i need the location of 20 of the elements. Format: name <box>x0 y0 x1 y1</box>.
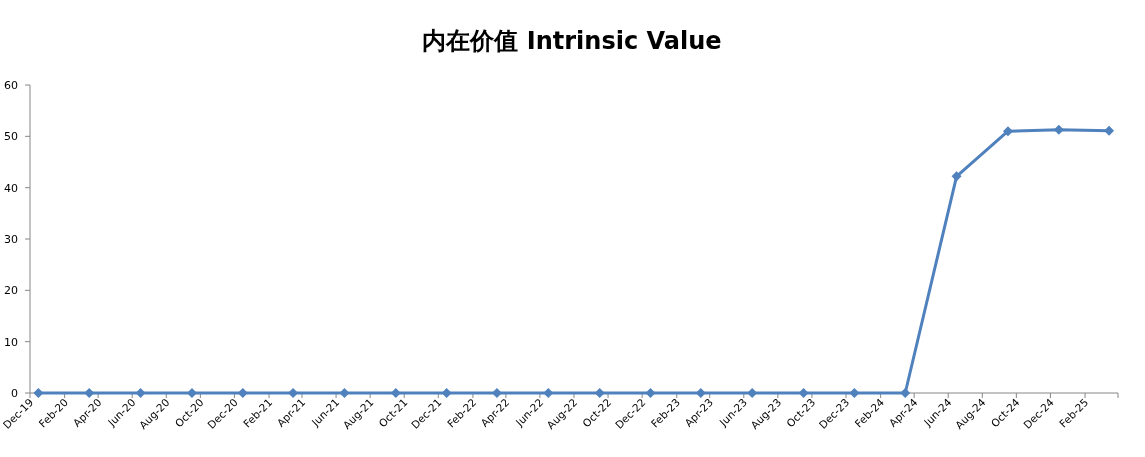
y-tick-label: 30 <box>4 233 18 246</box>
y-tick-label: 20 <box>4 284 18 298</box>
point <box>339 388 350 398</box>
point <box>1053 124 1064 135</box>
point <box>135 388 146 398</box>
point <box>951 171 962 182</box>
point <box>441 388 452 398</box>
point <box>1002 126 1013 137</box>
y-tick-label: 50 <box>4 130 18 144</box>
point <box>900 388 911 398</box>
y-tick-label: 40 <box>4 181 18 195</box>
y-tick-label: 60 <box>4 79 18 92</box>
y-tick-label: 0 <box>11 387 18 400</box>
chart-title: 内在价值 Intrinsic Value <box>422 27 722 55</box>
point <box>33 388 44 398</box>
point <box>1104 125 1115 136</box>
point <box>645 388 656 398</box>
point <box>798 388 809 398</box>
y-tick-label: 10 <box>4 335 18 349</box>
point <box>849 388 860 398</box>
